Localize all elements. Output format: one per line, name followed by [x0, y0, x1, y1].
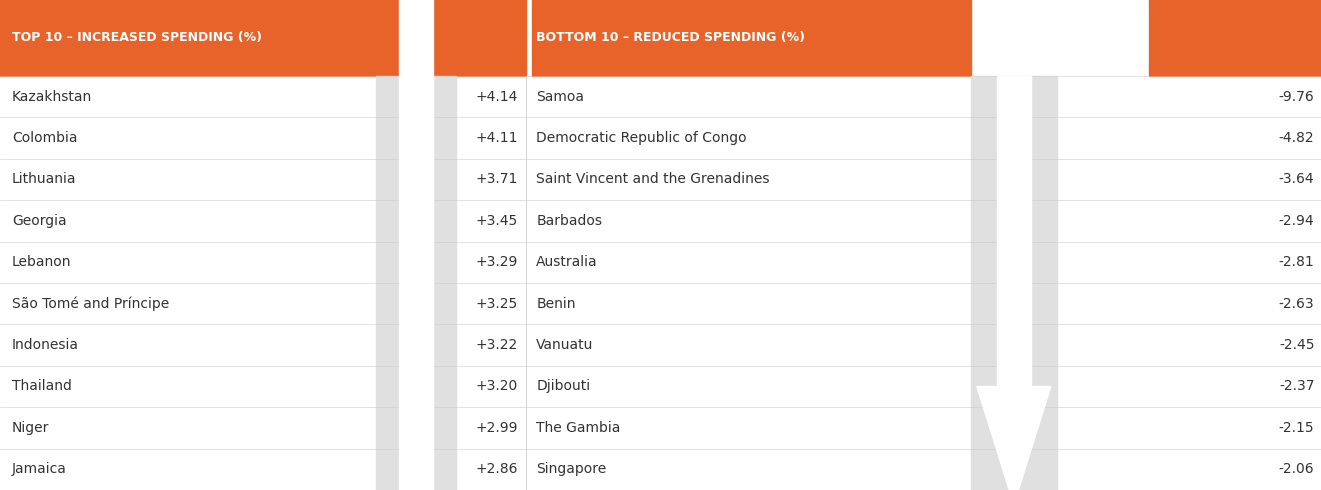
Bar [0, 366, 1321, 407]
Bar [0, 0, 526, 76]
Bar [0, 407, 1321, 449]
Text: Colombia: Colombia [12, 131, 78, 145]
Text: +3.22: +3.22 [476, 338, 518, 352]
Text: Kazakhstan: Kazakhstan [12, 90, 92, 104]
Text: Saint Vincent and the Grenadines: Saint Vincent and the Grenadines [536, 172, 770, 187]
Text: +3.29: +3.29 [476, 255, 518, 270]
Text: +3.25: +3.25 [476, 296, 518, 311]
Bar [376, 407, 456, 449]
Text: Barbados: Barbados [536, 214, 602, 228]
Text: Djibouti: Djibouti [536, 379, 590, 393]
Bar [971, 159, 1057, 200]
Bar [971, 242, 1057, 283]
Text: -9.76: -9.76 [1279, 90, 1314, 104]
Bar [376, 200, 456, 242]
Bar [997, 76, 1032, 387]
Bar [376, 76, 456, 118]
Text: -2.94: -2.94 [1279, 214, 1314, 228]
Text: -2.45: -2.45 [1279, 338, 1314, 352]
Bar [0, 242, 1321, 283]
Text: Australia: Australia [536, 255, 598, 270]
Bar [971, 449, 1057, 490]
Text: Georgia: Georgia [12, 214, 66, 228]
Bar [971, 407, 1057, 449]
Bar [0, 200, 1321, 242]
Bar [376, 159, 456, 200]
Bar [0, 449, 1321, 490]
Text: -2.63: -2.63 [1279, 296, 1314, 311]
Text: Jamaica: Jamaica [12, 462, 67, 476]
Bar [971, 324, 1057, 366]
Text: Indonesia: Indonesia [12, 338, 79, 352]
Bar [376, 324, 456, 366]
Text: +2.86: +2.86 [476, 462, 518, 476]
Text: Vanuatu: Vanuatu [536, 338, 593, 352]
Text: Samoa: Samoa [536, 90, 584, 104]
Bar [0, 324, 1321, 366]
Bar [376, 449, 456, 490]
Bar [376, 118, 456, 159]
Text: The Gambia: The Gambia [536, 421, 621, 435]
Bar [1149, 0, 1321, 76]
Text: -2.15: -2.15 [1279, 421, 1314, 435]
Bar [0, 118, 1321, 159]
Text: +4.11: +4.11 [476, 131, 518, 145]
Text: Democratic Republic of Congo: Democratic Republic of Congo [536, 131, 746, 145]
Text: Thailand: Thailand [12, 379, 71, 393]
Text: +3.20: +3.20 [476, 379, 518, 393]
Bar [0, 283, 1321, 324]
Text: -2.37: -2.37 [1279, 379, 1314, 393]
Text: +3.45: +3.45 [476, 214, 518, 228]
Text: Benin: Benin [536, 296, 576, 311]
Bar [971, 366, 1057, 407]
Bar [0, 159, 1321, 200]
Bar [0, 76, 1321, 118]
Text: -4.82: -4.82 [1279, 131, 1314, 145]
Bar [376, 242, 456, 283]
Bar [971, 118, 1057, 159]
Text: +2.99: +2.99 [476, 421, 518, 435]
Text: TOP 10 – INCREASED SPENDING (%): TOP 10 – INCREASED SPENDING (%) [12, 31, 262, 45]
Bar [532, 0, 971, 76]
Bar [971, 200, 1057, 242]
Text: BOTTOM 10 – REDUCED SPENDING (%): BOTTOM 10 – REDUCED SPENDING (%) [536, 31, 806, 45]
Text: -2.81: -2.81 [1279, 255, 1314, 270]
Polygon shape [978, 387, 1052, 490]
Bar [376, 283, 456, 324]
Text: -3.64: -3.64 [1279, 172, 1314, 187]
Text: Niger: Niger [12, 421, 49, 435]
Bar [971, 283, 1057, 324]
Bar [376, 366, 456, 407]
Text: +4.14: +4.14 [476, 90, 518, 104]
Text: -2.06: -2.06 [1279, 462, 1314, 476]
Text: Lebanon: Lebanon [12, 255, 71, 270]
Text: Singapore: Singapore [536, 462, 606, 476]
Bar [971, 76, 1057, 118]
Bar [399, 0, 433, 490]
Text: Lithuania: Lithuania [12, 172, 77, 187]
Text: São Tomé and Príncipe: São Tomé and Príncipe [12, 296, 169, 311]
Text: +3.71: +3.71 [476, 172, 518, 187]
